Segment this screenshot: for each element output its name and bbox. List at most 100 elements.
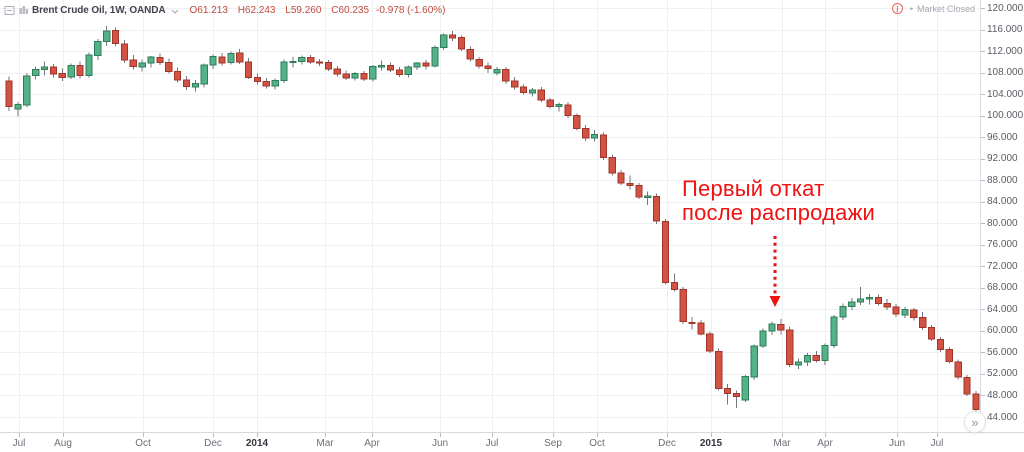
candle: [324, 60, 333, 71]
price-tick-mark: [981, 51, 985, 52]
candle: [244, 58, 253, 80]
market-status-label: Market Closed: [916, 3, 975, 14]
candle: [582, 124, 590, 141]
candle: [661, 218, 670, 285]
price-tick-label: 100.000: [987, 110, 1024, 122]
candle: [972, 391, 980, 413]
candle: [218, 53, 226, 66]
candle: [333, 66, 341, 77]
candle: [786, 326, 794, 367]
annotation-arrow[interactable]: [769, 236, 781, 307]
candle: [768, 321, 776, 336]
candle: [440, 33, 448, 50]
annotation-note[interactable]: Первый откат после распродажи: [682, 177, 875, 225]
candle: [40, 61, 49, 76]
candle: [111, 27, 120, 47]
time-tick-mark: [372, 433, 373, 437]
price-tick-label: 68.000: [987, 282, 1018, 294]
candle: [821, 343, 829, 365]
time-tick-mark: [897, 433, 898, 437]
price-tick-mark: [981, 73, 985, 74]
price-axis[interactable]: 120.000 116.000 112.000 108.000 104.000 100.0…: [980, 0, 1024, 432]
candle: [378, 60, 386, 71]
candle: [404, 65, 412, 78]
price-tick-mark: [981, 245, 985, 246]
price-tick-mark: [981, 352, 985, 353]
candle: [519, 84, 528, 95]
candle: [794, 358, 803, 370]
candle: [395, 67, 403, 77]
symbol-legend: Brent Crude Oil, 1W, OANDA O61.213 H62.2…: [4, 3, 446, 17]
time-tick-label: Apr: [364, 438, 380, 449]
candle: [422, 60, 430, 70]
candle: [653, 193, 661, 224]
time-tick-mark: [213, 433, 214, 437]
time-tick-label: Dec: [204, 438, 222, 449]
candle: [76, 61, 84, 79]
price-tick-label: 108.000: [987, 67, 1024, 79]
candle: [697, 320, 705, 336]
candle: [706, 331, 714, 353]
candle: [759, 328, 767, 349]
price-tick-label: 116.000: [987, 24, 1023, 36]
collapse-legend-icon[interactable]: [4, 5, 15, 16]
price-tick-label: 48.000: [987, 389, 1018, 401]
time-tick-label: Dec: [658, 438, 676, 449]
candle: [564, 102, 572, 118]
price-tick-mark: [981, 137, 985, 138]
chart-canvas[interactable]: [0, 0, 980, 432]
price-tick-label: 56.000: [987, 346, 1018, 358]
candle: [635, 182, 643, 200]
price-tick-label: 76.000: [987, 239, 1018, 251]
annotation-line-2: после распродажи: [682, 200, 875, 225]
price-tick-mark: [981, 94, 985, 95]
time-tick-mark: [597, 433, 598, 437]
candle: [475, 56, 483, 69]
candle: [599, 132, 607, 160]
info-icon[interactable]: i: [891, 3, 903, 14]
candle: [165, 58, 173, 74]
candle: [750, 344, 758, 380]
candle: [901, 307, 909, 318]
candle: [129, 54, 137, 70]
candle: [85, 52, 93, 78]
time-tick-label: Oct: [135, 438, 151, 449]
candle: [528, 88, 537, 97]
candle: [919, 312, 927, 330]
close-value: C60.235: [331, 4, 370, 16]
price-tick-label: 96.000: [987, 131, 1018, 143]
candle: [360, 70, 368, 82]
market-status: i • Market Closed: [891, 3, 975, 14]
time-tick-mark: [711, 433, 712, 437]
candle: [369, 65, 377, 82]
candles-layer: [5, 25, 980, 413]
candle: [191, 80, 199, 92]
candle: [865, 293, 874, 305]
candle: [200, 63, 208, 88]
candle: [590, 130, 599, 142]
price-tick-label: 64.000: [987, 303, 1018, 315]
scroll-to-recent-button[interactable]: »: [964, 411, 986, 433]
candle: [227, 51, 235, 65]
change-value: -0.978 (-1.60%): [376, 4, 446, 16]
candle: [741, 375, 749, 402]
symbol-title[interactable]: Brent Crude Oil, 1W, OANDA: [32, 4, 166, 16]
price-tick-mark: [981, 180, 985, 181]
chevron-down-icon[interactable]: [171, 9, 179, 14]
candle: [963, 375, 971, 397]
candle: [262, 77, 270, 89]
time-axis[interactable]: Jul Aug Oct Dec 2014 Mar Apr Jun Jul Sep Oct Dec 201…: [0, 432, 1024, 452]
candle: [812, 350, 820, 363]
candle: [723, 384, 732, 405]
price-tick-mark: [981, 202, 985, 203]
candle: [280, 59, 288, 83]
time-tick-mark: [325, 433, 326, 437]
candle: [688, 316, 696, 330]
candle: [174, 67, 182, 83]
price-tick-mark: [981, 374, 985, 375]
chart-style-icon[interactable]: [18, 5, 29, 16]
candle: [138, 59, 146, 72]
ohlc-values: O61.213 H62.243 L59.260 C60.235: [183, 5, 370, 16]
candle: [892, 303, 900, 317]
time-tick-mark: [257, 433, 258, 437]
